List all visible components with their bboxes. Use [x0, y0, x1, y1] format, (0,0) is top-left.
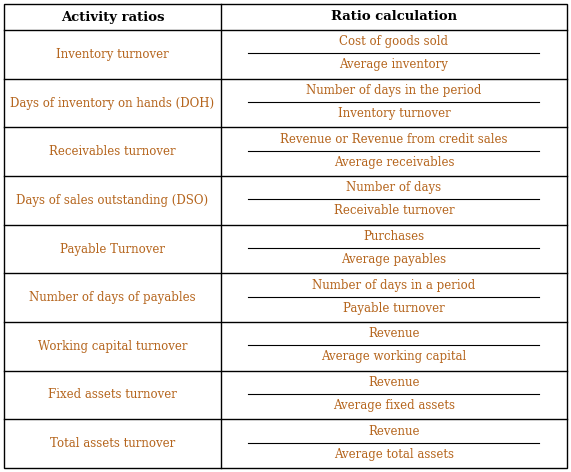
Text: Activity ratios: Activity ratios	[61, 10, 164, 24]
Text: Number of days: Number of days	[347, 181, 441, 194]
Text: Working capital turnover: Working capital turnover	[38, 340, 187, 353]
Text: Receivables turnover: Receivables turnover	[49, 145, 176, 158]
Text: Revenue: Revenue	[368, 425, 420, 438]
Text: Average working capital: Average working capital	[321, 350, 467, 363]
Text: Ratio calculation: Ratio calculation	[331, 10, 457, 24]
Text: Fixed assets turnover: Fixed assets turnover	[48, 388, 177, 402]
Text: Payable Turnover: Payable Turnover	[60, 243, 165, 255]
Text: Average fixed assets: Average fixed assets	[333, 399, 455, 412]
Text: Revenue: Revenue	[368, 376, 420, 389]
Text: Payable turnover: Payable turnover	[343, 302, 445, 314]
Text: Number of days in a period: Number of days in a period	[312, 279, 476, 292]
Text: Revenue or Revenue from credit sales: Revenue or Revenue from credit sales	[280, 133, 508, 146]
Text: Average payables: Average payables	[341, 253, 447, 266]
Text: Purchases: Purchases	[363, 230, 424, 243]
Text: Average total assets: Average total assets	[334, 447, 454, 461]
Text: Inventory turnover: Inventory turnover	[337, 107, 451, 120]
Text: Revenue: Revenue	[368, 328, 420, 340]
Text: Total assets turnover: Total assets turnover	[50, 437, 175, 450]
Text: Average receivables: Average receivables	[333, 156, 454, 169]
Text: Receivable turnover: Receivable turnover	[333, 204, 454, 217]
Text: Inventory turnover: Inventory turnover	[56, 48, 169, 61]
Text: Days of sales outstanding (DSO): Days of sales outstanding (DSO)	[17, 194, 208, 207]
Text: Average inventory: Average inventory	[339, 58, 448, 71]
Text: Days of inventory on hands (DOH): Days of inventory on hands (DOH)	[10, 96, 215, 110]
Text: Number of days of payables: Number of days of payables	[29, 291, 196, 304]
Text: Number of days in the period: Number of days in the period	[306, 84, 481, 97]
Text: Cost of goods sold: Cost of goods sold	[339, 35, 448, 49]
